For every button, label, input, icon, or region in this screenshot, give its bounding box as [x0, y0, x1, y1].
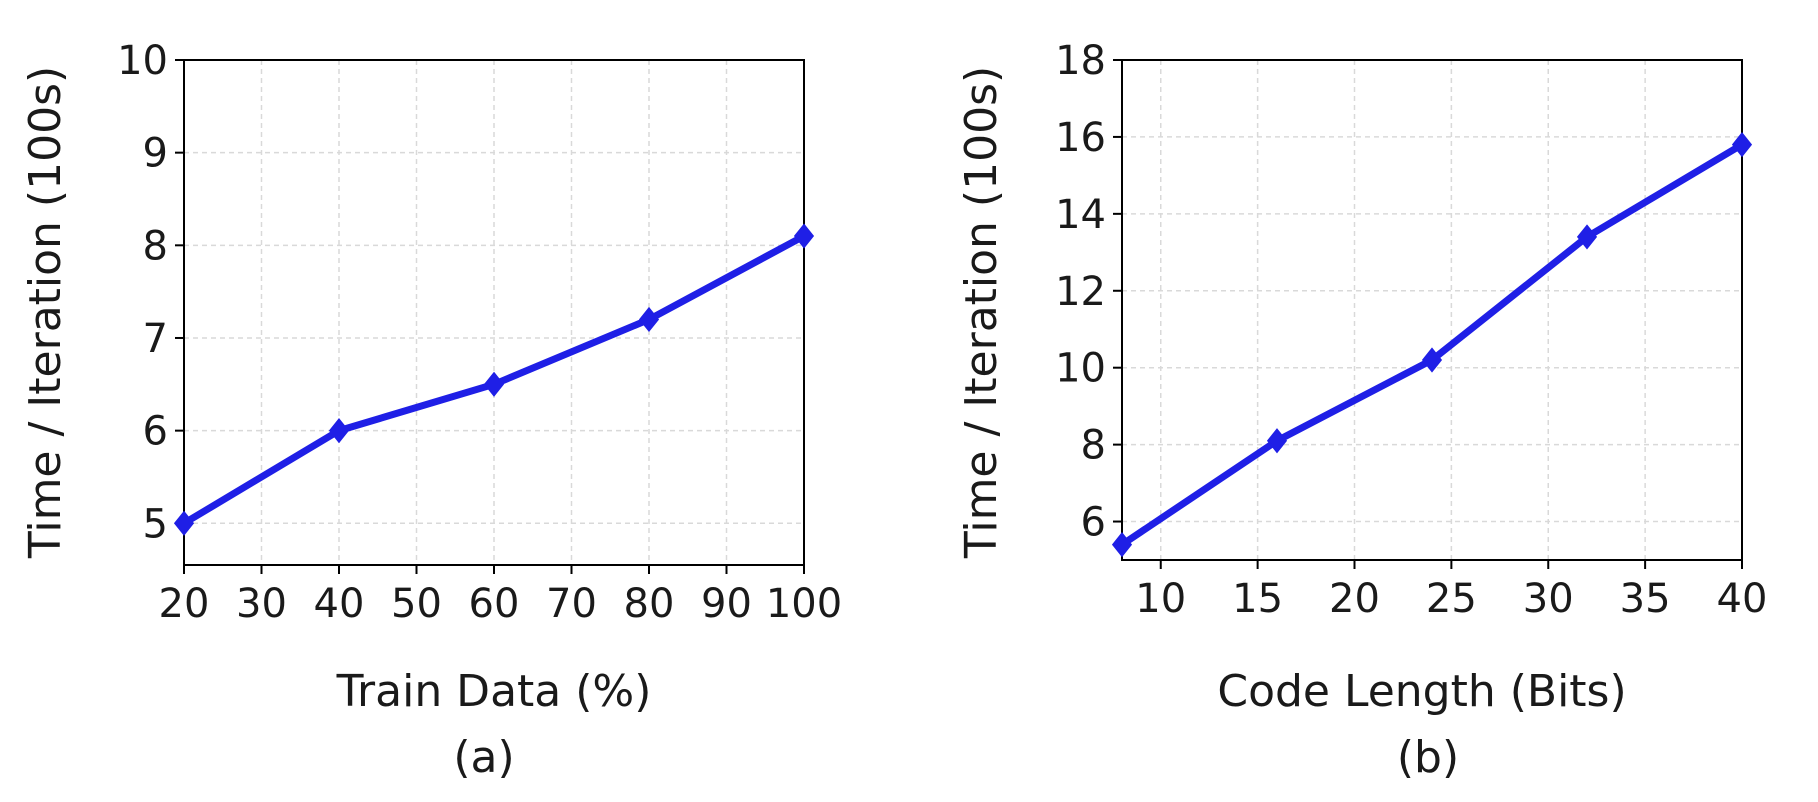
chart-a-y-tick-label: 7 — [143, 316, 168, 362]
chart-b-x-tick-label: 40 — [1717, 576, 1768, 622]
chart-b-x-tick-label: 25 — [1426, 576, 1477, 622]
chart-b-plot-frame — [1121, 59, 1743, 561]
chart-b: 10 15 20 25 30 35 40 6 8 10 12 14 16 18 Code Length (… — [956, 38, 1767, 783]
chart-b-y-axis-label: Time / Iteration (100s) — [956, 66, 1007, 559]
chart-b-x-tick-label: 15 — [1232, 576, 1283, 622]
chart-b-series-line — [1118, 141, 1746, 549]
chart-a-x-tick-label: 50 — [391, 581, 442, 627]
chart-a-y-tick-label: 5 — [143, 501, 168, 547]
chart-b-data-point — [1266, 428, 1288, 454]
chart-b-y-tick-label: 12 — [1055, 269, 1106, 315]
chart-a-x-tick-label: 30 — [236, 581, 287, 627]
chart-a-x-tick-label: 60 — [469, 581, 520, 627]
chart-b-y-tick-label: 10 — [1055, 346, 1106, 392]
chart-a-series — [173, 223, 815, 536]
chart-a-grid — [183, 59, 805, 565]
chart-a-y-tick-label: 8 — [143, 223, 168, 269]
chart-b-series — [1111, 132, 1753, 558]
chart-a-x-tick-label: 70 — [546, 581, 597, 627]
chart-b-x-tick-label: 30 — [1523, 576, 1574, 622]
chart-a-y-tick-label: 10 — [117, 38, 168, 84]
chart-a-ticks: 20 30 40 50 60 70 80 90 100 5 6 7 8 9 10 — [117, 38, 842, 627]
chart-a-x-tick-label: 80 — [624, 581, 675, 627]
chart-a-x-tick-label: 100 — [766, 581, 842, 627]
chart-b-data-point — [1421, 347, 1443, 373]
chart-b-ticks: 10 15 20 25 30 35 40 6 8 10 12 14 16 18 — [1055, 38, 1767, 622]
chart-b-x-tick-label: 35 — [1620, 576, 1671, 622]
chart-a-x-axis-label: Train Data (%) — [336, 666, 652, 717]
chart-b-y-tick-label: 6 — [1081, 500, 1106, 546]
chart-a-x-tick-label: 40 — [314, 581, 365, 627]
chart-a: 20 30 40 50 60 70 80 90 100 5 6 7 8 9 10 Train Data (%… — [20, 38, 842, 783]
chart-a-data-point — [173, 510, 195, 536]
chart-a-x-tick-label: 90 — [701, 581, 752, 627]
chart-a-caption: (a) — [453, 732, 514, 783]
chart-a-data-point — [483, 371, 505, 397]
chart-a-data-point — [328, 418, 350, 444]
chart-a-data-point — [793, 223, 815, 249]
chart-a-y-tick-label: 6 — [143, 409, 168, 455]
chart-a-y-tick-label: 9 — [143, 131, 168, 177]
chart-a-y-axis-label: Time / Iteration (100s) — [20, 66, 71, 559]
chart-b-data-point — [1576, 224, 1598, 250]
chart-b-data-point — [1731, 132, 1753, 158]
chart-b-y-tick-label: 14 — [1055, 192, 1106, 238]
chart-b-x-axis-label: Code Length (Bits) — [1217, 666, 1626, 717]
chart-b-data-point — [1111, 532, 1133, 558]
chart-a-x-tick-label: 20 — [159, 581, 210, 627]
chart-b-y-tick-label: 16 — [1055, 115, 1106, 161]
chart-b-x-tick-label: 10 — [1135, 576, 1186, 622]
chart-b-y-tick-label: 8 — [1081, 423, 1106, 469]
chart-b-x-tick-label: 20 — [1329, 576, 1380, 622]
chart-b-y-tick-label: 18 — [1055, 38, 1106, 84]
chart-a-data-point — [638, 306, 660, 333]
chart-b-caption: (b) — [1397, 732, 1459, 783]
